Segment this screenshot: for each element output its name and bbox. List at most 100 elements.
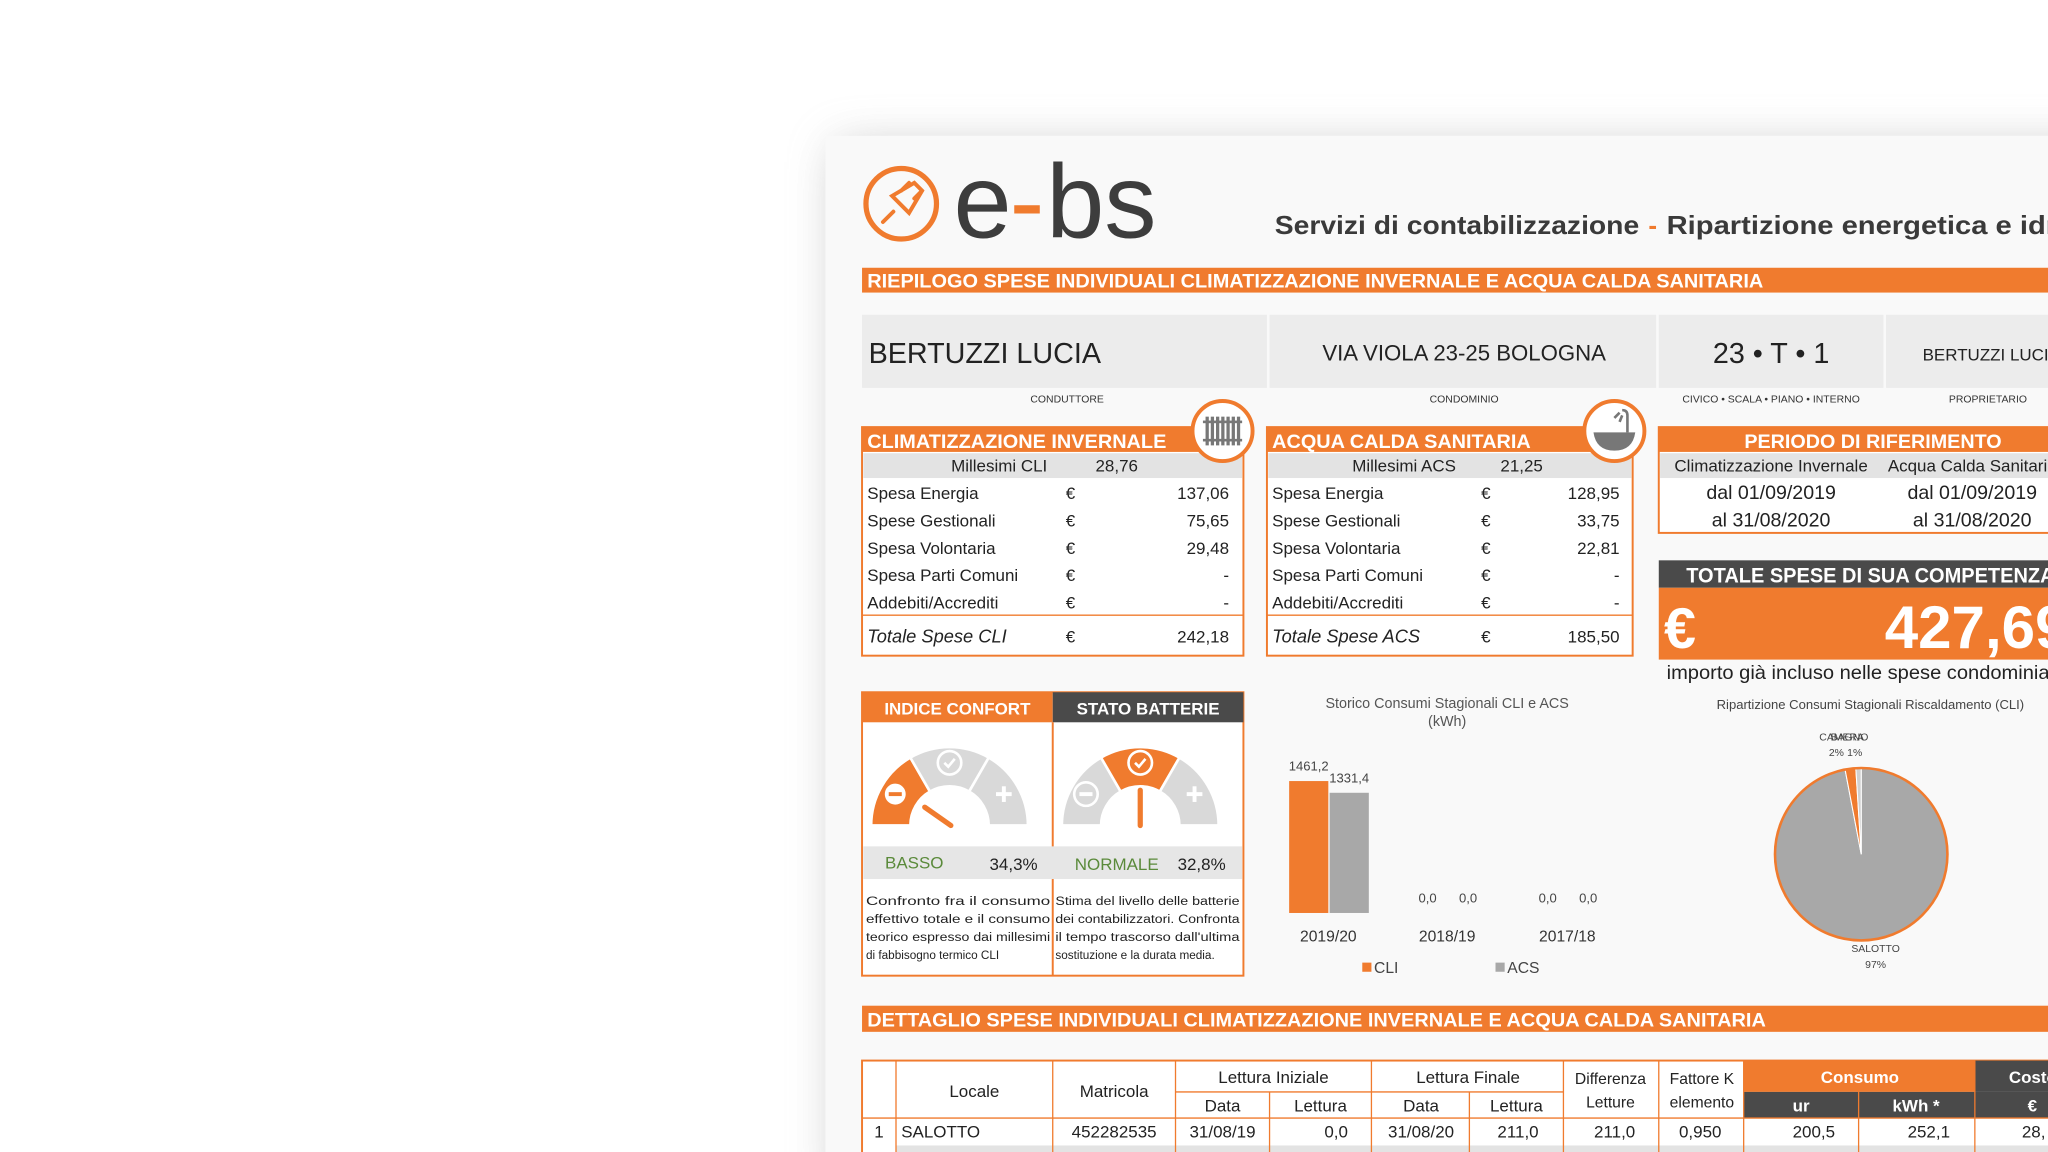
radiator-bar — [1202, 420, 1243, 424]
header-cell — [1743, 1060, 1975, 1092]
table-cell: 211,0 — [1497, 1123, 1538, 1142]
radiator-fin — [1210, 416, 1215, 446]
difference: Differenza — [1575, 1071, 1646, 1088]
legend-swatch — [1495, 962, 1505, 972]
row-value: - — [1614, 594, 1620, 613]
from: dal 01/09/2019 — [1706, 482, 1836, 504]
kwh: kWh * — [1893, 1097, 1941, 1116]
slice-label: BAGNO — [1831, 733, 1869, 744]
table-cell: 200,5 — [1793, 1123, 1835, 1142]
table-cell: 252,1 — [1908, 1123, 1950, 1142]
percent: 34,3% — [989, 855, 1037, 874]
gauge-check — [1134, 758, 1147, 769]
detail-banner: DETTAGLIO SPESE INDIVIDUALI CLIMATIZZAZI… — [867, 1010, 1766, 1032]
cost: Costo — [2009, 1068, 2048, 1087]
party-box — [1658, 314, 1884, 388]
status: NORMALE — [1075, 855, 1159, 874]
bar — [1329, 792, 1369, 913]
factor: elemento — [1670, 1095, 1735, 1112]
millesimi-row — [1268, 453, 1632, 479]
brand-left: e — [953, 144, 1011, 261]
value-label: 0,0 — [1459, 891, 1477, 906]
value: 23 • T • 1 — [1713, 338, 1829, 370]
currency: € — [1066, 566, 1076, 585]
currency: € — [1664, 597, 1696, 661]
box-header — [1052, 692, 1244, 723]
millesimi-row — [863, 453, 1243, 479]
name: Acqua Calda Sanitaria — [1888, 457, 2048, 476]
factor: Fattore K — [1670, 1071, 1735, 1088]
description-line: teorico espresso dai millesimi — [866, 931, 1050, 944]
title: PERIODO DI RIFERIMENTO — [1744, 431, 2001, 453]
millesimi: 28,76 — [1096, 457, 1138, 476]
amount: 427,69 — [1885, 594, 2048, 661]
from: dal 01/09/2019 — [1907, 482, 2037, 504]
description-line: Stima del livello delle batterie — [1055, 895, 1240, 908]
bathtub — [1593, 432, 1636, 451]
legend-swatch — [1362, 962, 1372, 972]
brand-right: bs — [1046, 144, 1156, 261]
subtitle: (kWh) — [1428, 714, 1466, 730]
brand-dash: - — [1010, 144, 1045, 261]
period-sub — [1660, 453, 2048, 479]
row-label: Spese Gestionali — [867, 511, 995, 530]
initial: Lettura Iniziale — [1218, 1068, 1328, 1087]
box-header — [1658, 427, 2048, 452]
radiator-fin — [1236, 416, 1241, 446]
label: PROPRIETARIO — [1949, 394, 2027, 405]
logo-plug — [880, 180, 925, 224]
to: al 31/08/2020 — [1712, 509, 1831, 531]
ur: ur — [1793, 1097, 1810, 1116]
tagline-sep: - — [1648, 210, 1657, 240]
total-label: Totale Spese CLI — [867, 626, 1006, 647]
row-label: Spesa Energia — [1272, 484, 1384, 503]
total-value: 185,50 — [1568, 628, 1620, 647]
row-label: Spese Gestionali — [1272, 511, 1400, 530]
total-header — [1658, 560, 2048, 588]
matricola: Matricola — [1080, 1082, 1149, 1101]
row-value: - — [1223, 594, 1229, 613]
reading: Lettura — [1294, 1097, 1347, 1116]
name: Climatizzazione Invernale — [1674, 457, 1867, 476]
value-label: 0,0 — [1419, 891, 1437, 906]
total-box — [1658, 587, 2048, 660]
radiator-fin — [1226, 416, 1230, 446]
description-line: sostituzione e la durata media. — [1055, 949, 1214, 962]
slice-label: CAMERA — [1819, 733, 1864, 744]
radiator-fin — [1221, 416, 1225, 446]
label: CIVICO • SCALA • PIANO • INTERNO — [1682, 394, 1859, 405]
table-cell: 1 — [874, 1123, 883, 1142]
value-label: 1331,4 — [1329, 770, 1369, 785]
currency: € — [1066, 511, 1076, 530]
total-label: Totale Spese ACS — [1272, 626, 1420, 647]
tagline-rest: Ripartizione energetica e idrica — [1667, 210, 2048, 240]
box-header — [862, 427, 1244, 452]
date: Data — [1403, 1097, 1439, 1116]
radiator-fin — [1205, 416, 1209, 446]
final: Lettura Finale — [1416, 1068, 1520, 1087]
row-label: Spesa Volontaria — [867, 539, 996, 558]
row-label: Spesa Volontaria — [1272, 539, 1401, 558]
slice-label: SALOTTO — [1851, 944, 1900, 955]
pie-outline — [1773, 766, 1949, 942]
header-cell — [1974, 1060, 2048, 1092]
radiator-fin — [1231, 416, 1235, 446]
summary-banner: RIEPILOGO SPESE INDIVIDUALI CLIMATIZZAZI… — [867, 270, 1763, 292]
description-line: dei contabilizzatori. Confronta — [1055, 913, 1240, 926]
label: CONDUTTORE — [1030, 394, 1103, 405]
note: importo già incluso nelle spese condomin… — [1667, 662, 2048, 684]
description-line: effettivo totale e il consumo — [866, 913, 1051, 926]
consumption: Consumo — [1821, 1068, 1899, 1087]
table-cell: 31/08/19 — [1189, 1123, 1255, 1142]
row-value: - — [1223, 566, 1229, 585]
logo-ring — [863, 165, 940, 242]
status: BASSO — [885, 854, 943, 873]
row-label: Addebiti/Accrediti — [867, 594, 998, 613]
slice-percent: 1% — [1847, 748, 1862, 759]
locale: Locale — [949, 1082, 999, 1101]
reading: Lettura — [1490, 1097, 1543, 1116]
to: al 31/08/2020 — [1913, 509, 2032, 531]
slice-percent: 97% — [1865, 960, 1886, 971]
